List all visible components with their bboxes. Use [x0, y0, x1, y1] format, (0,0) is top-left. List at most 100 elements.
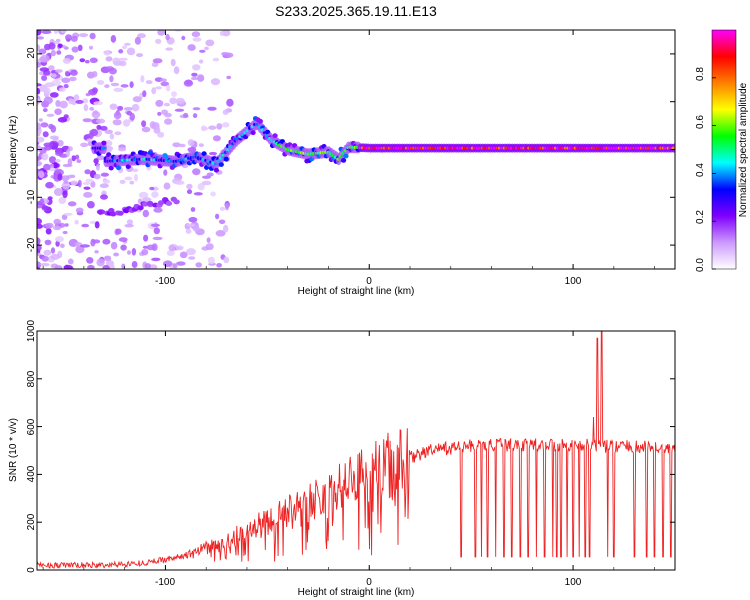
heatmap-cell	[41, 255, 49, 262]
snr-y-tick: 1000	[26, 319, 37, 342]
heatmap-cell	[53, 30, 59, 35]
heatmap-cell	[110, 82, 120, 87]
heatmap-cell	[173, 66, 180, 75]
heatmap-cell	[198, 59, 204, 64]
heatmap-cell	[117, 210, 124, 216]
heatmap-cell	[169, 97, 177, 105]
heatmap-cell	[81, 223, 90, 228]
heatmap-cell	[41, 30, 52, 34]
heatmap-x-label: Height of straight line (km)	[298, 286, 415, 297]
heatmap-cell	[71, 155, 76, 162]
heatmap-cell	[37, 88, 41, 95]
heatmap-cell	[70, 69, 78, 76]
heatmap-cell	[257, 118, 263, 124]
heatmap-cell	[183, 112, 189, 118]
heatmap-cell	[272, 133, 278, 139]
heatmap-cell	[43, 249, 52, 256]
heatmap-cell	[75, 207, 84, 213]
heatmap-cell	[54, 108, 62, 115]
heatmap-cell	[37, 83, 42, 87]
heatmap-cell	[108, 67, 117, 75]
heatmap-cell	[114, 131, 122, 136]
heatmap-cell	[219, 30, 225, 36]
snr-x-label: Height of straight line (km)	[298, 587, 415, 598]
heatmap-cell	[112, 57, 121, 65]
heatmap-cell	[191, 72, 198, 77]
heatmap-cell	[192, 107, 201, 111]
heatmap-cell	[104, 129, 113, 134]
heatmap-cell	[75, 99, 84, 104]
heatmap-cell	[53, 40, 60, 45]
heatmap-panel: -100 0 100 -20 -10 0 10 20 Height of str…	[8, 29, 676, 297]
heatmap-cell	[94, 221, 100, 229]
figure-title: S233.2025.365.19.11.E13	[275, 3, 437, 19]
heatmap-cell	[67, 201, 77, 207]
heatmap-cell	[188, 256, 196, 260]
heatmap-cell	[73, 94, 80, 101]
heatmap-cell	[82, 98, 89, 104]
heatmap-cell	[69, 76, 77, 82]
heatmap-cell	[50, 49, 57, 57]
heatmap-cell	[165, 33, 170, 41]
heatmap-cell	[138, 191, 149, 199]
heatmap-cell	[103, 256, 112, 262]
heatmap-cell	[122, 119, 131, 127]
heatmap-cell	[226, 75, 231, 80]
heatmap-cell	[37, 223, 43, 229]
heatmap-cell	[166, 250, 175, 256]
heatmap-cell	[209, 151, 217, 156]
heatmap-cell	[191, 31, 201, 38]
heatmap-cell	[58, 87, 66, 92]
heatmap-cell	[120, 84, 129, 88]
heatmap-cell	[153, 126, 161, 134]
heatmap-cell	[144, 263, 151, 269]
heatmap-cell	[80, 142, 89, 148]
heatmap-cell	[112, 119, 122, 126]
heatmap-cell	[212, 57, 220, 62]
heatmap-cell	[52, 225, 62, 231]
heatmap-cell	[142, 209, 149, 218]
heatmap-cell	[64, 223, 69, 227]
heatmap-cell	[63, 265, 73, 269]
heatmap-cell	[48, 42, 56, 50]
heatmap-cell	[59, 100, 68, 109]
heatmap-cell	[100, 172, 109, 177]
colorbar-ticks	[712, 77, 716, 270]
heatmap-cell	[224, 52, 234, 58]
heatmap-cell	[40, 263, 50, 267]
heatmap-cell	[165, 201, 173, 206]
heatmap-cell	[96, 155, 105, 161]
snr-y-tick: 200	[26, 513, 37, 530]
heatmap-cell	[87, 201, 95, 209]
colorbar-tick: 0.6	[695, 115, 706, 129]
heatmap-cell	[192, 113, 198, 119]
heatmap-cell	[210, 191, 216, 197]
snr-ticks	[37, 330, 675, 571]
heatmap-cell	[37, 61, 42, 68]
heatmap-cell	[39, 67, 50, 72]
heatmap-cell	[198, 143, 204, 148]
heatmap-cell	[63, 84, 69, 89]
heatmap-cell	[53, 218, 61, 225]
heatmap-cell	[87, 141, 93, 147]
heatmap-cell	[92, 71, 98, 78]
heatmap-cell	[124, 176, 133, 181]
heatmap-cell	[102, 264, 110, 269]
heatmap-cell	[96, 80, 105, 85]
heatmap-cell	[179, 251, 188, 259]
heatmap-cell	[216, 263, 223, 268]
heatmap-cell	[83, 191, 93, 198]
heatmap-cell	[108, 165, 114, 171]
heatmap-cell	[163, 182, 171, 190]
heatmap-cell	[40, 122, 49, 128]
heatmap-cell	[176, 261, 186, 266]
heatmap-cell	[127, 250, 131, 255]
heatmap-cell	[37, 156, 42, 162]
colorbar-label: Normalized spectral amplitude	[738, 82, 749, 217]
heatmap-cell	[86, 138, 93, 143]
heatmap-cell	[93, 173, 101, 180]
heatmap-cell	[119, 179, 126, 184]
heatmap-cell	[60, 175, 70, 182]
heatmap-cell	[85, 178, 94, 183]
heatmap-cell	[63, 212, 73, 216]
